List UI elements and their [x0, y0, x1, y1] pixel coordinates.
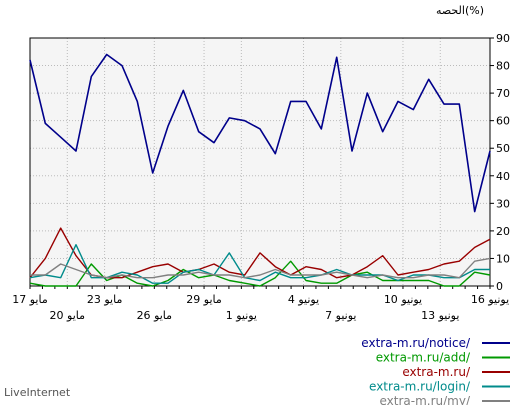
- legend-label: extra-m.ru/add/: [376, 351, 471, 365]
- x-tick-label: 29 مايو: [186, 293, 222, 306]
- series-line: [29, 53, 491, 213]
- legend-label: extra-m.ru/: [402, 365, 471, 379]
- x-tick-label: 26 مايو: [137, 309, 173, 322]
- y-axis-title: الحصه(%): [436, 4, 484, 17]
- plot-area: [30, 38, 490, 286]
- y-tick-label: 70: [496, 87, 510, 100]
- footer-brand: LiveInternet: [4, 386, 71, 399]
- y-tick-label: 0: [496, 280, 503, 293]
- x-tick-label: 20 مايو: [50, 309, 86, 322]
- y-tick-label: 20: [496, 225, 510, 238]
- x-tick-label: 17 مايو: [12, 293, 48, 306]
- x-tick-label: 16 يونيو: [471, 293, 509, 306]
- y-tick-label: 30: [496, 197, 510, 210]
- legend-label: extra-m.ru/my/: [379, 394, 470, 405]
- x-tick-label: 10 يونيو: [384, 293, 422, 306]
- y-tick-label: 90: [496, 32, 510, 45]
- x-tick-label: 23 مايو: [87, 293, 123, 306]
- x-tick-label: 7 يونيو: [325, 309, 356, 322]
- series-line: [30, 257, 491, 279]
- y-tick-label: 40: [496, 170, 510, 183]
- y-tick-label: 50: [496, 142, 510, 155]
- y-tick-label: 80: [496, 60, 510, 73]
- x-tick-label: 4 يونيو: [288, 293, 319, 306]
- x-tick-label: 13 يونيو: [421, 309, 459, 322]
- x-tick-label: 1 يونيو: [226, 309, 257, 322]
- legend-label: extra-m.ru/login/: [369, 380, 471, 394]
- y-tick-label: 10: [496, 252, 510, 265]
- y-tick-label: 60: [496, 115, 510, 128]
- series-line: [29, 260, 491, 287]
- legend-label: extra-m.ru/notice/: [361, 336, 471, 350]
